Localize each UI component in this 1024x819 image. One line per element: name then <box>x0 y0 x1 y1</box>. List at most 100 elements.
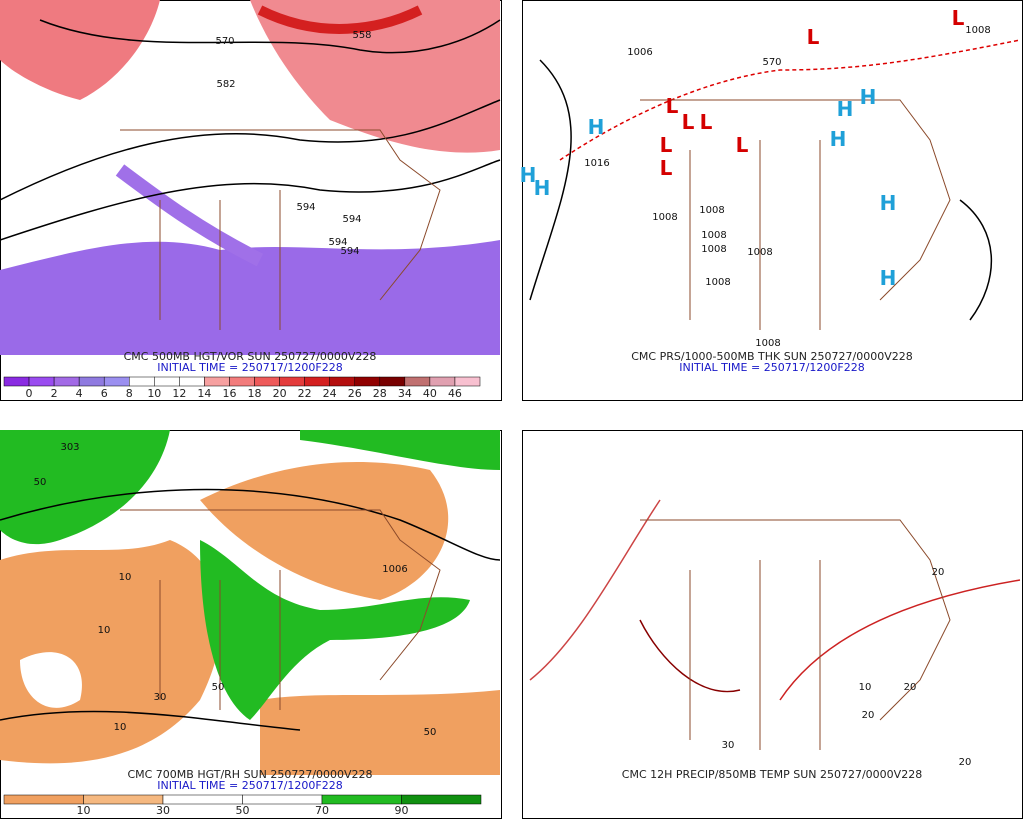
colorbar-box <box>83 794 164 805</box>
colorbar-box <box>401 794 482 805</box>
contours <box>0 19 1021 731</box>
contour-label: 10 <box>119 572 132 583</box>
contour-label: 30 <box>154 692 167 703</box>
contour-label: 30 <box>722 740 735 751</box>
contour-label: 594 <box>340 246 359 257</box>
contour-label: 10 <box>859 682 872 693</box>
colorbar-label: 16 <box>222 387 236 400</box>
low-marker: L <box>660 133 673 157</box>
panel-texts: CMC 500MB HGT/VOR SUN 250727/0000V228INI… <box>3 6 991 817</box>
contour-label: 570 <box>215 36 234 47</box>
colorbar-label: 34 <box>398 387 412 400</box>
colorbar-label: 10 <box>147 387 161 400</box>
contour-label: 1016 <box>584 158 609 169</box>
panel-frame <box>522 0 1023 401</box>
colorbar-label: 70 <box>315 804 329 817</box>
contour-label: 20 <box>862 710 875 721</box>
colorbar-label: 4 <box>76 387 83 400</box>
contour-label: 10 <box>98 625 111 636</box>
colorbar-box <box>162 794 243 805</box>
colorbar-box <box>329 376 355 387</box>
colorbar-label: 10 <box>77 804 91 817</box>
colorbar-box <box>242 794 323 805</box>
high-marker: H <box>860 85 877 109</box>
contour-label: 1008 <box>701 244 726 255</box>
high-marker: H <box>880 191 897 215</box>
contour-label: 1006 <box>627 47 652 58</box>
contour-label: 50 <box>34 477 47 488</box>
panel-title: CMC 500MB HGT/VOR SUN 250727/0000V228 <box>124 350 377 363</box>
high-marker: H <box>534 176 551 200</box>
colorbar-box <box>354 376 381 387</box>
high-marker: H <box>880 266 897 290</box>
colorbar-box <box>204 376 230 387</box>
panel-subtitle: INITIAL TIME = 250717/1200F228 <box>157 779 342 792</box>
low-marker: L <box>666 94 679 118</box>
contour-label: 1008 <box>652 212 677 223</box>
panel-subtitle: INITIAL TIME = 250717/1200F228 <box>157 361 342 374</box>
colorbar-label: 2 <box>51 387 58 400</box>
vorticity-fill <box>0 0 500 355</box>
contour-label: 50 <box>424 727 437 738</box>
colorbar-label: 14 <box>197 387 211 400</box>
contour-label: 594 <box>328 237 347 248</box>
colorbar-box <box>154 376 180 387</box>
colorbar-box <box>379 376 406 387</box>
colorbar-box <box>3 376 30 387</box>
contour-label: 20 <box>959 757 972 768</box>
low-marker: L <box>682 110 695 134</box>
contour-label: 558 <box>352 30 371 41</box>
colorbar-box <box>279 376 305 387</box>
panel-title: CMC PRS/1000-500MB THK SUN 250727/0000V2… <box>631 350 912 363</box>
colorbar-box <box>229 376 255 387</box>
contour-label: 20 <box>904 682 917 693</box>
colorbar-box <box>429 376 456 387</box>
colorbar-label: 40 <box>423 387 437 400</box>
colorbar-label: 24 <box>323 387 337 400</box>
colorbar-box <box>129 376 155 387</box>
colorbar-box <box>53 376 80 387</box>
colorbar-label: 20 <box>273 387 287 400</box>
colorbar-box <box>321 794 402 805</box>
colorbar-box <box>254 376 280 387</box>
contour-label: 1006 <box>382 564 407 575</box>
colorbar-label: 0 <box>26 387 33 400</box>
contour-label: 594 <box>342 214 361 225</box>
colorbar-label: 50 <box>236 804 250 817</box>
contour-label: 570 <box>762 57 781 68</box>
colorbar-box <box>78 376 105 387</box>
contour-label: 20 <box>932 567 945 578</box>
colorbar-label: 30 <box>156 804 170 817</box>
colorbar-label: 90 <box>395 804 409 817</box>
contour-label: 594 <box>296 202 315 213</box>
colorbar-box <box>179 376 205 387</box>
contour-label: 1008 <box>701 230 726 241</box>
low-marker: L <box>660 156 673 180</box>
contour-label: 1008 <box>965 25 990 36</box>
contour-label: 1008 <box>705 277 730 288</box>
contour-label: 1008 <box>747 247 772 258</box>
colorbar-box <box>28 376 55 387</box>
contour-label: 1008 <box>755 338 780 349</box>
borders <box>120 99 951 750</box>
panel-title: CMC 700MB HGT/RH SUN 250727/0000V228 <box>127 768 372 781</box>
colorbar-label: 26 <box>348 387 362 400</box>
colorbar-label: 28 <box>373 387 387 400</box>
colorbar-box <box>454 376 481 387</box>
colorbar-label: 22 <box>298 387 312 400</box>
colorbar-label: 46 <box>448 387 462 400</box>
colorbar-box <box>404 376 431 387</box>
low-marker: L <box>952 6 965 30</box>
panel-title: CMC 12H PRECIP/850MB TEMP SUN 250727/000… <box>622 768 922 781</box>
colorbar-label: 6 <box>101 387 108 400</box>
humidity-fill <box>0 430 500 775</box>
high-marker: H <box>520 163 537 187</box>
high-marker: H <box>830 127 847 151</box>
colorbar-label: 8 <box>126 387 133 400</box>
colorbar-label: 18 <box>248 387 262 400</box>
contour-label: 1008 <box>699 205 724 216</box>
colorbar-label: 12 <box>172 387 186 400</box>
panel-subtitle: INITIAL TIME = 250717/1200F228 <box>679 361 864 374</box>
low-marker: L <box>807 25 820 49</box>
